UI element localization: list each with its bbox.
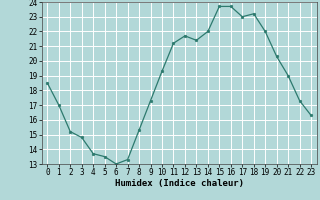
X-axis label: Humidex (Indice chaleur): Humidex (Indice chaleur) bbox=[115, 179, 244, 188]
